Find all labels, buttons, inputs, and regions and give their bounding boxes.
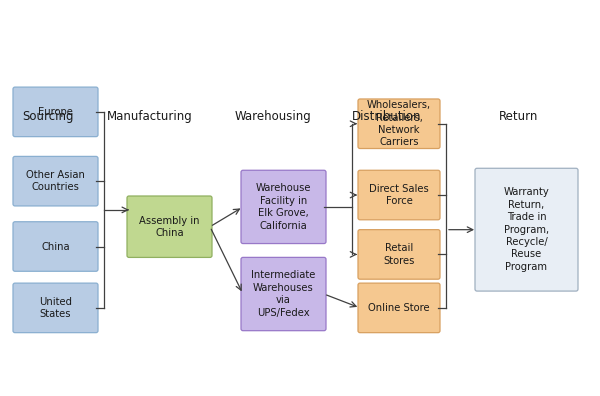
Text: Online Store: Online Store <box>368 303 430 313</box>
FancyBboxPatch shape <box>241 257 326 331</box>
Text: Manufacturing: Manufacturing <box>107 110 193 123</box>
FancyBboxPatch shape <box>13 222 98 271</box>
Text: Distribution: Distribution <box>352 110 422 123</box>
Text: China: China <box>41 242 70 251</box>
Text: Intermediate
Warehouses
via
UPS/Fedex: Intermediate Warehouses via UPS/Fedex <box>251 270 316 318</box>
Text: Direct Sales
Force: Direct Sales Force <box>369 184 429 206</box>
Text: Wholesalers,
Retailers,
Network
Carriers: Wholesalers, Retailers, Network Carriers <box>367 100 431 147</box>
Text: Warranty
Return,
Trade in
Program,
Recycle/
Reuse
Program: Warranty Return, Trade in Program, Recyc… <box>503 187 550 272</box>
Text: Sourcing: Sourcing <box>22 110 74 123</box>
Text: Warehouse
Facility in
Elk Grove,
California: Warehouse Facility in Elk Grove, Califor… <box>256 183 311 230</box>
FancyBboxPatch shape <box>127 196 212 257</box>
FancyBboxPatch shape <box>358 170 440 220</box>
Text: Warehousing: Warehousing <box>235 110 311 123</box>
FancyBboxPatch shape <box>475 168 578 291</box>
Text: Retail
Stores: Retail Stores <box>383 243 415 266</box>
FancyBboxPatch shape <box>358 99 440 148</box>
Text: United
States: United States <box>39 297 72 319</box>
FancyBboxPatch shape <box>13 87 98 137</box>
Text: Other Asian
Countries: Other Asian Countries <box>26 170 85 192</box>
Text: Return: Return <box>499 110 539 123</box>
FancyBboxPatch shape <box>13 283 98 333</box>
Text: Europe: Europe <box>38 107 73 117</box>
FancyBboxPatch shape <box>13 156 98 206</box>
FancyBboxPatch shape <box>358 283 440 333</box>
Text: Assembly in
China: Assembly in China <box>139 215 200 238</box>
FancyBboxPatch shape <box>358 230 440 279</box>
FancyBboxPatch shape <box>241 170 326 244</box>
